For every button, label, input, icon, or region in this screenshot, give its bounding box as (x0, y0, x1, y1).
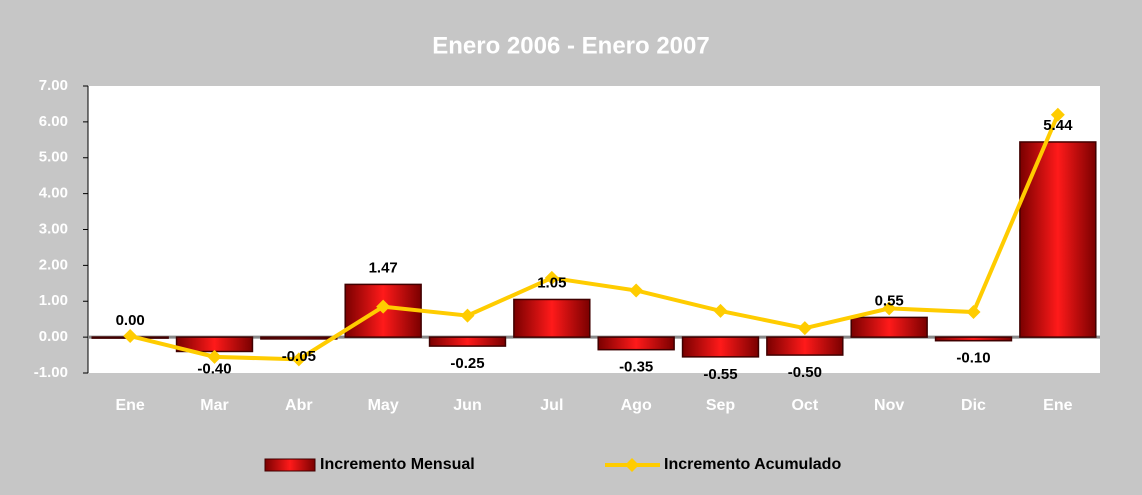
line-marker (713, 303, 728, 318)
bar (1019, 141, 1097, 338)
data-label: 0.55 (875, 292, 904, 309)
data-label: -0.10 (956, 350, 990, 367)
line-marker (882, 301, 897, 316)
bar (597, 336, 675, 351)
x-tick-label: May (368, 397, 399, 414)
y-tick-label: -1.00 (34, 364, 68, 381)
data-label: -0.35 (619, 359, 653, 376)
y-tick-label: 5.00 (39, 149, 68, 166)
data-label: 1.05 (537, 274, 566, 291)
y-tick-label: 7.00 (39, 77, 68, 94)
y-tick-label: 4.00 (39, 185, 68, 202)
x-tick-label: Dic (961, 397, 986, 414)
legend-label: Incremento Acumulado (664, 456, 841, 473)
line (129, 113, 1060, 362)
x-tick-label: Jun (453, 397, 481, 414)
line-marker (544, 270, 559, 285)
bar (513, 298, 591, 338)
legend-swatch (264, 458, 316, 472)
line-marker (123, 329, 138, 344)
y-tick-label: 1.00 (39, 292, 68, 309)
x-tick-label: Jul (540, 397, 563, 414)
data-label: -0.40 (197, 360, 231, 377)
y-tick-label: 3.00 (39, 220, 68, 237)
bar (428, 336, 507, 347)
x-tick-label: Mar (200, 397, 228, 414)
y-tick-label: 0.00 (39, 328, 68, 345)
line-marker (376, 299, 391, 314)
line-marker (629, 283, 644, 298)
x-tick-label: Ene (1043, 397, 1072, 414)
data-label: 5.44 (1043, 117, 1073, 134)
y-tick-label: 2.00 (39, 256, 68, 273)
line-marker (797, 321, 812, 336)
x-tick-label: Oct (791, 397, 818, 414)
data-label: 1.47 (369, 259, 398, 276)
data-label: -0.55 (703, 366, 737, 383)
bar (766, 336, 844, 356)
data-label: -0.05 (282, 348, 316, 365)
plot-area (88, 86, 1100, 373)
chart-title: Enero 2006 - Enero 2007 (432, 32, 709, 59)
bar (850, 316, 928, 338)
data-label: -0.25 (450, 355, 484, 372)
bar (681, 336, 760, 358)
line-marker (207, 349, 222, 364)
y-tick-label: 6.00 (39, 113, 68, 130)
line-marker (966, 305, 981, 320)
data-label: 0.00 (116, 312, 145, 329)
legend-swatch (625, 458, 639, 472)
x-tick-label: Sep (706, 397, 736, 414)
data-label: -0.50 (788, 364, 822, 381)
line-marker (1050, 107, 1065, 122)
x-tick-label: Abr (285, 397, 313, 414)
legend-label: Incremento Mensual (320, 456, 475, 473)
x-tick-label: Ago (621, 397, 652, 414)
x-tick-label: Ene (115, 397, 144, 414)
x-tick-label: Nov (874, 397, 904, 414)
line-marker (460, 308, 475, 323)
bar (260, 336, 338, 340)
line-marker (291, 352, 306, 367)
bar (934, 336, 1013, 342)
